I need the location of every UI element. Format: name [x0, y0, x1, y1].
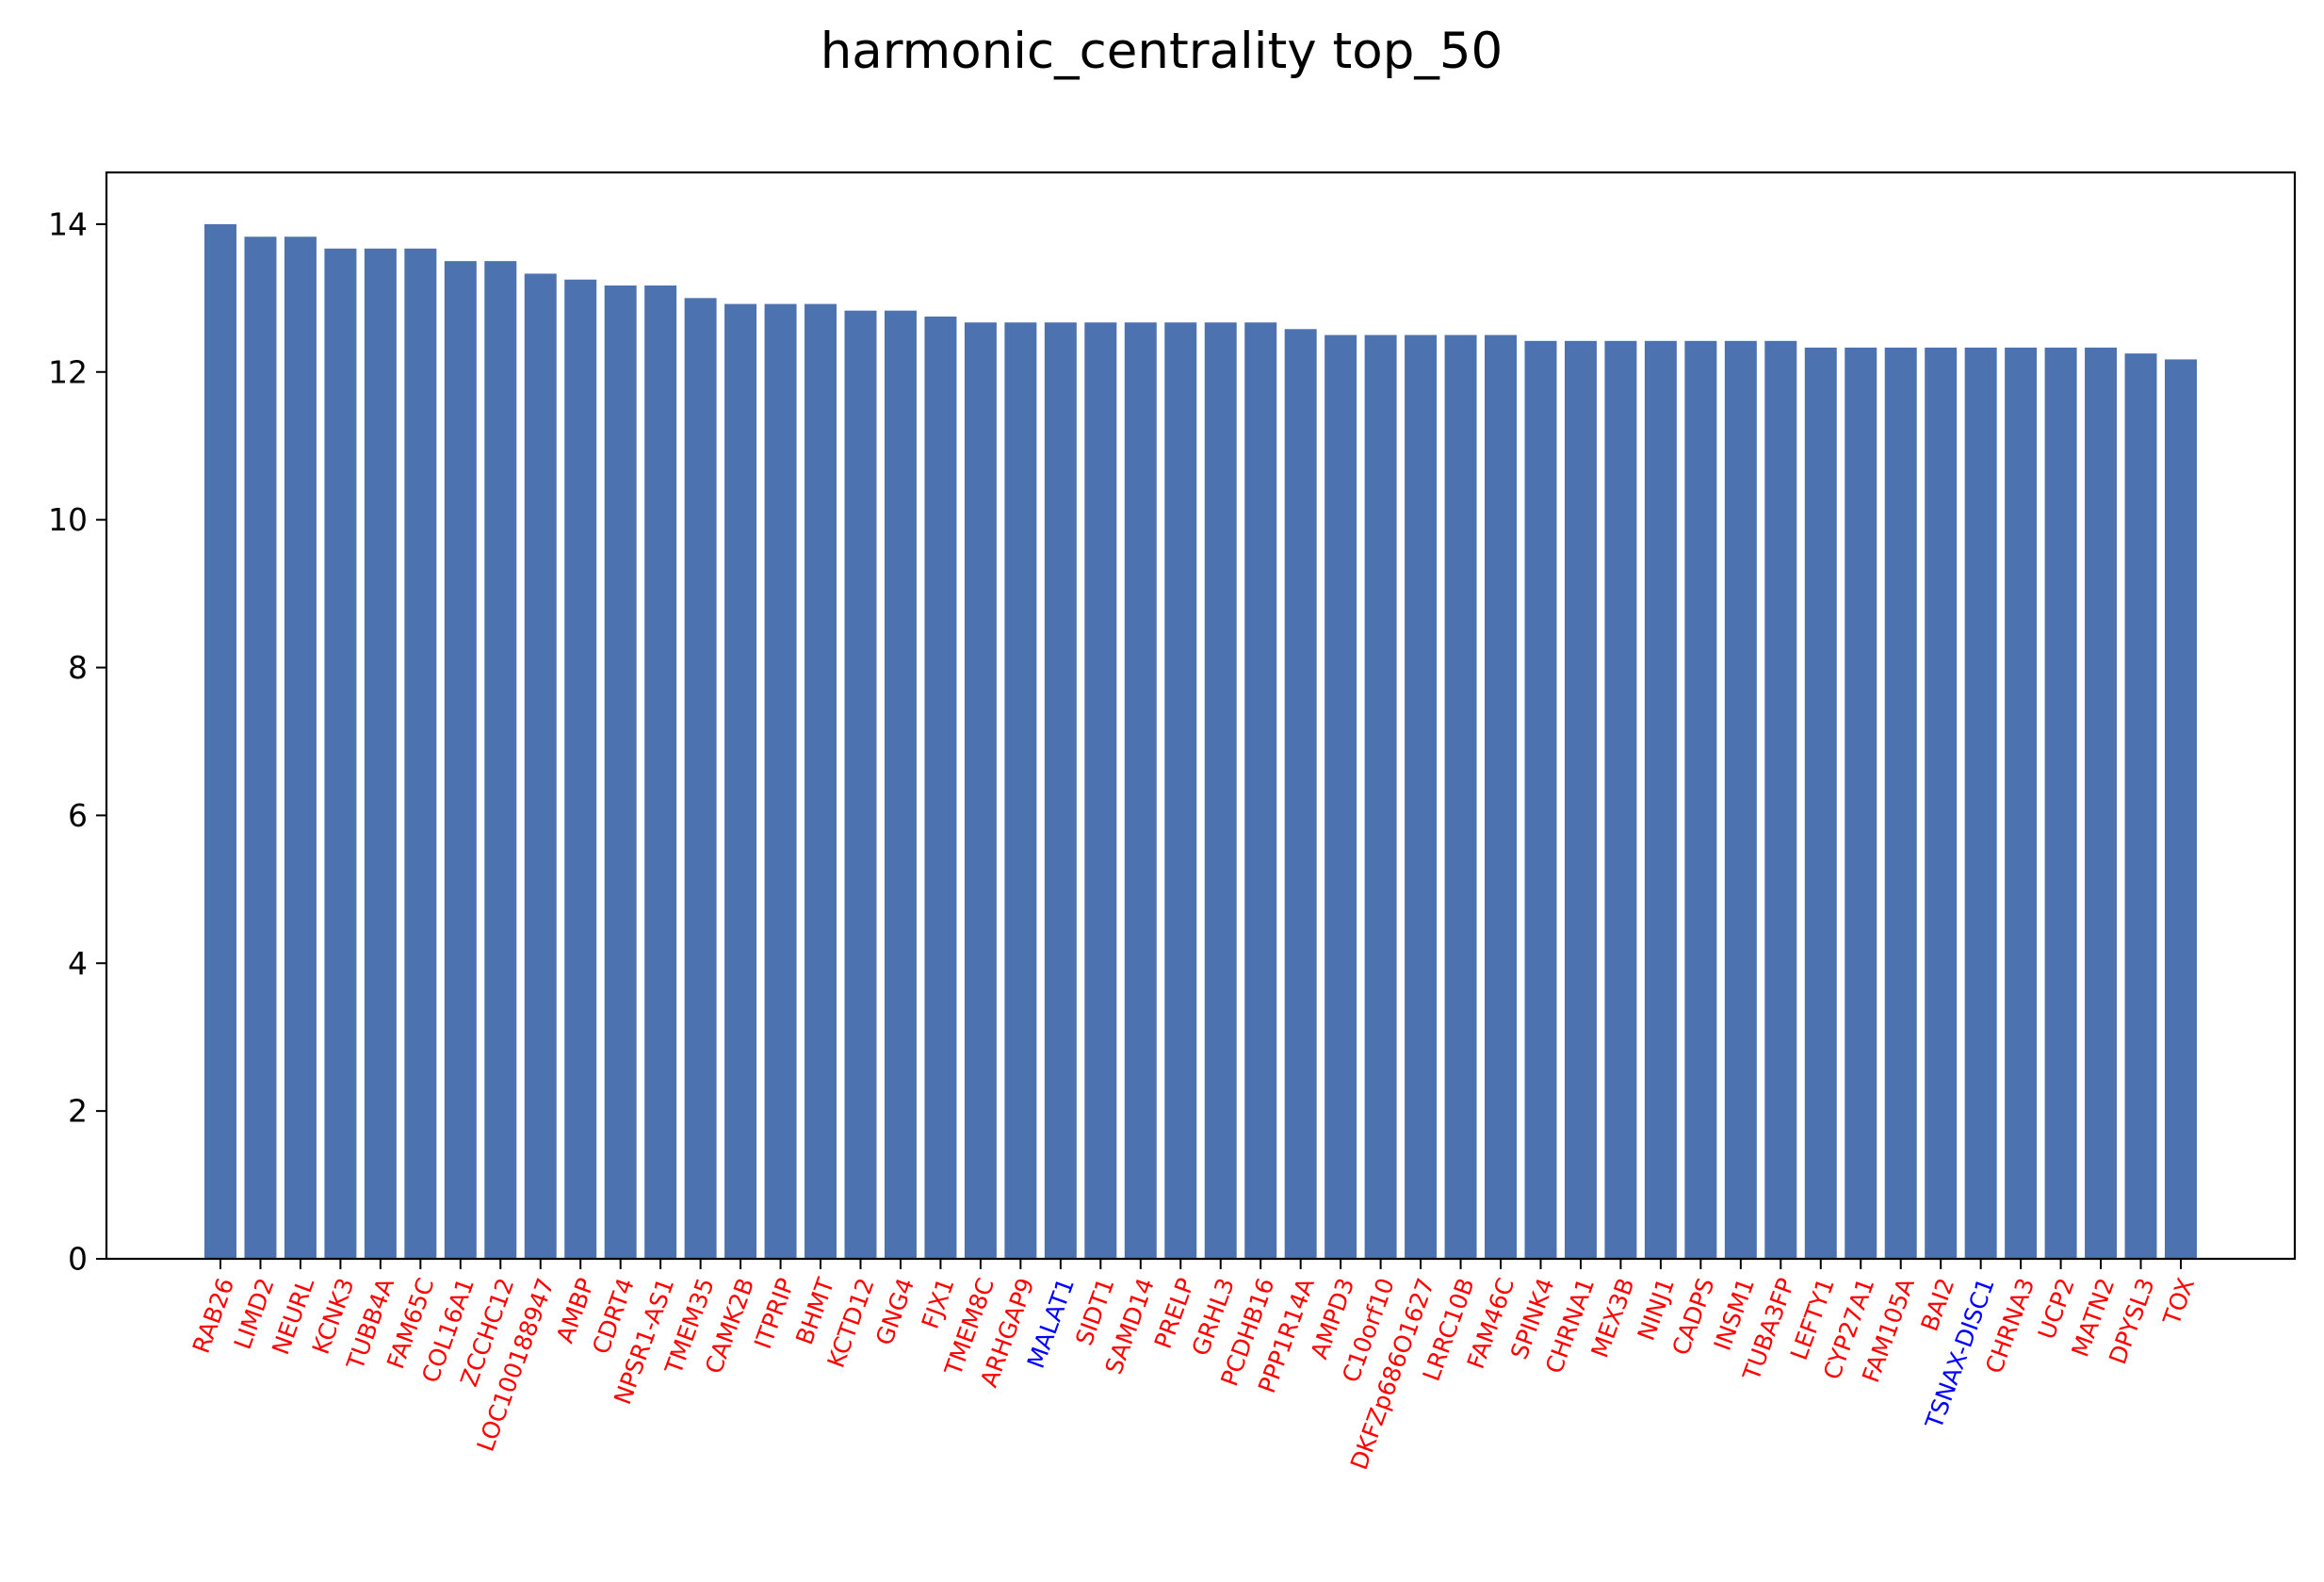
bar-CAMK2B: [724, 303, 757, 1259]
bar-ARHGAP9: [1004, 322, 1037, 1260]
bar-TMEM35: [684, 298, 717, 1260]
bar-BAI2: [1925, 347, 1958, 1259]
bar-NPSR1-AS1: [644, 285, 677, 1259]
bar-ITPRIP: [764, 303, 797, 1259]
bar-LRRC10B: [1444, 334, 1477, 1259]
y-tick-label: 10: [48, 501, 88, 538]
bar-PCDHB16: [1244, 322, 1277, 1260]
bar-SPINK4: [1524, 340, 1557, 1260]
bar-FAM65C: [404, 248, 437, 1259]
bar-TUBB4A: [364, 248, 397, 1259]
bar-LEFTY1: [1804, 347, 1837, 1259]
bar-KCTD12: [844, 310, 877, 1259]
bar-CYP27A1: [1845, 347, 1877, 1259]
bar-TMEM8C: [964, 322, 997, 1260]
bar-C10orf10: [1364, 334, 1397, 1259]
bar-DPYSL3: [2124, 353, 2157, 1259]
bar-FJX1: [924, 316, 957, 1259]
bar-FAM105A: [1884, 347, 1917, 1259]
bar-MEX3B: [1604, 340, 1637, 1260]
bar-TOX: [2165, 359, 2197, 1259]
y-tick-label: 6: [68, 797, 88, 834]
bar-CHRNA3: [2005, 347, 2038, 1259]
bar-AMPD3: [1325, 334, 1357, 1259]
bar-KCNK3: [324, 248, 357, 1259]
x-axis: RAB26LIMD2NEURLKCNK3TUBB4AFAM65CCOL16A1Z…: [187, 1259, 2200, 1474]
bar-FAM46C: [1485, 334, 1518, 1259]
y-tick-label: 8: [68, 649, 88, 686]
bar-LOC100188947: [524, 273, 557, 1260]
chart-title: harmonic_centrality top_50: [821, 23, 1503, 80]
y-axis: 0 2 4 6 8 10 12 14: [48, 205, 106, 1278]
bar-LIMD2: [244, 236, 277, 1260]
bar-MALAT1: [1044, 322, 1077, 1260]
bar-ZCCHC12: [484, 261, 517, 1259]
bar-SAMD14: [1124, 322, 1157, 1260]
y-tick-label: 0: [68, 1241, 88, 1278]
x-tick-label-TOX: TOX: [2157, 1275, 2200, 1329]
bar-RAB26: [204, 223, 236, 1259]
bar-BHMT: [804, 303, 837, 1259]
bar-INSM1: [1724, 340, 1757, 1260]
bar-DKFZp686O1627: [1405, 334, 1438, 1259]
bar-PRELP: [1164, 322, 1197, 1260]
bar-MATN2: [2085, 347, 2118, 1259]
bar-PPP1R14A: [1284, 329, 1317, 1259]
bar-SIDT1: [1084, 322, 1117, 1260]
y-tick-label: 12: [48, 353, 88, 390]
bar-COL16A1: [444, 261, 477, 1259]
plot-frame: [105, 171, 2297, 1261]
bar-CHRNA1: [1564, 340, 1597, 1260]
bar-UCP2: [2044, 347, 2077, 1259]
bar-TUBA3FP: [1764, 340, 1797, 1260]
bar-CDRT4: [604, 285, 637, 1259]
x-tick-label-FJX1: FJX1: [917, 1275, 960, 1332]
bar-TSNAX-DISC1: [1964, 347, 1997, 1259]
y-tick-label: 2: [68, 1093, 88, 1130]
bar-NINJ1: [1644, 340, 1677, 1260]
bar-CADPS: [1684, 340, 1717, 1260]
bar-GNG4: [884, 310, 917, 1259]
y-tick-label: 4: [68, 945, 88, 982]
bar-NEURL: [284, 236, 317, 1260]
bars-group: [204, 223, 2197, 1260]
y-tick-label: 14: [48, 205, 88, 242]
bar-AMBP: [564, 279, 597, 1260]
x-tick-label-BAI2: BAI2: [1915, 1275, 1959, 1335]
bar-GRHL3: [1204, 322, 1237, 1260]
